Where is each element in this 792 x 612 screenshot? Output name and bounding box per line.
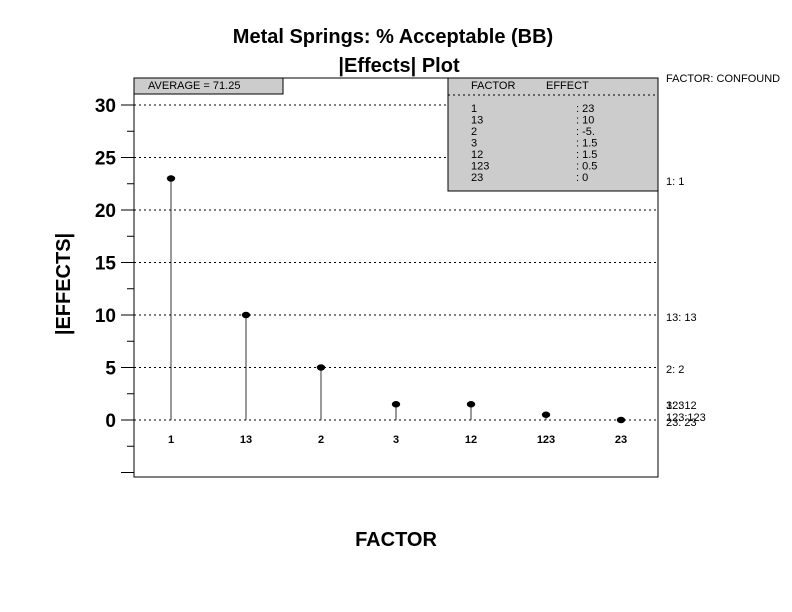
confound-label: 2: 2 <box>666 364 684 376</box>
legend-factor: 1 <box>471 103 477 115</box>
legend-rows: 1 : 23 13 : 10 2 : -5. 3 : 1.5 12 : 1.5 123 : 0.5 23… <box>471 103 597 184</box>
legend-effect: : 1.5 <box>576 149 597 161</box>
confound-label: 23: 23 <box>666 417 697 429</box>
legend-effect: : 23 <box>576 103 594 115</box>
legend-factor: 3 <box>471 138 477 150</box>
chart-subtitle: |Effects| Plot <box>338 55 460 77</box>
effect-point <box>241 311 251 319</box>
legend-header-factor: FACTOR <box>471 80 515 92</box>
effect-point <box>316 364 326 371</box>
effect-point <box>166 175 176 182</box>
y-tick-label: 10 <box>95 306 116 327</box>
legend-effect: : 0.5 <box>576 161 597 173</box>
legend-factor: 23 <box>471 172 483 184</box>
legend-factor: 2 <box>471 126 477 138</box>
y-tick-label: 25 <box>95 149 117 170</box>
x-axis-label: FACTOR <box>355 529 437 551</box>
x-tick-label: 12 <box>465 434 477 446</box>
x-tick-labels: 1 13 2 3 12 123 23 <box>168 434 627 446</box>
y-axis-label: |EFFECTS| <box>53 233 75 335</box>
effect-point <box>541 411 551 418</box>
x-tick-label: 13 <box>240 434 252 446</box>
confound-label: 12: 12 <box>666 400 697 412</box>
y-tick-label: 5 <box>105 359 116 380</box>
legend-effect: : 10 <box>576 115 594 127</box>
legend-effect: : 1.5 <box>576 138 597 150</box>
y-ticks: 0 5 10 15 20 25 30 <box>95 96 134 473</box>
y-tick-label: 0 <box>105 411 116 432</box>
y-tick-label: 30 <box>95 96 116 117</box>
effect-point <box>466 401 476 408</box>
x-tick-label: 3 <box>393 434 399 446</box>
effect-point <box>391 401 401 408</box>
legend-header-effect: EFFECT <box>546 80 589 92</box>
confound-label: 1: 1 <box>666 176 684 188</box>
y-tick-label: 20 <box>95 201 116 222</box>
effect-stems <box>170 178 547 420</box>
legend-factor: 13 <box>471 115 483 127</box>
legend-effect: : -5. <box>576 126 595 138</box>
plot-frame <box>133 77 659 478</box>
effects-legend-box <box>447 77 659 192</box>
effect-points <box>166 175 626 424</box>
y-tick-label: 15 <box>95 254 117 275</box>
legend-effect: : 0 <box>576 172 588 184</box>
confound-header: FACTOR: CONFOUND <box>666 73 780 85</box>
x-tick-label: 123 <box>537 434 555 446</box>
confound-label: 123:123 <box>666 412 706 424</box>
x-tick-label: 23 <box>615 434 627 446</box>
legend-factor: 123 <box>471 161 489 173</box>
confound-label: 13: 13 <box>666 312 697 324</box>
average-box <box>133 77 284 95</box>
confound-label: 3: 3 <box>666 400 684 412</box>
x-tick-label: 2 <box>318 434 324 446</box>
average-label: AVERAGE = 71.25 <box>148 80 240 92</box>
effect-point <box>616 416 626 424</box>
x-tick-label: 1 <box>168 434 174 446</box>
chart-title: Metal Springs: % Acceptable (BB) <box>233 26 553 48</box>
legend-factor: 12 <box>471 149 483 161</box>
